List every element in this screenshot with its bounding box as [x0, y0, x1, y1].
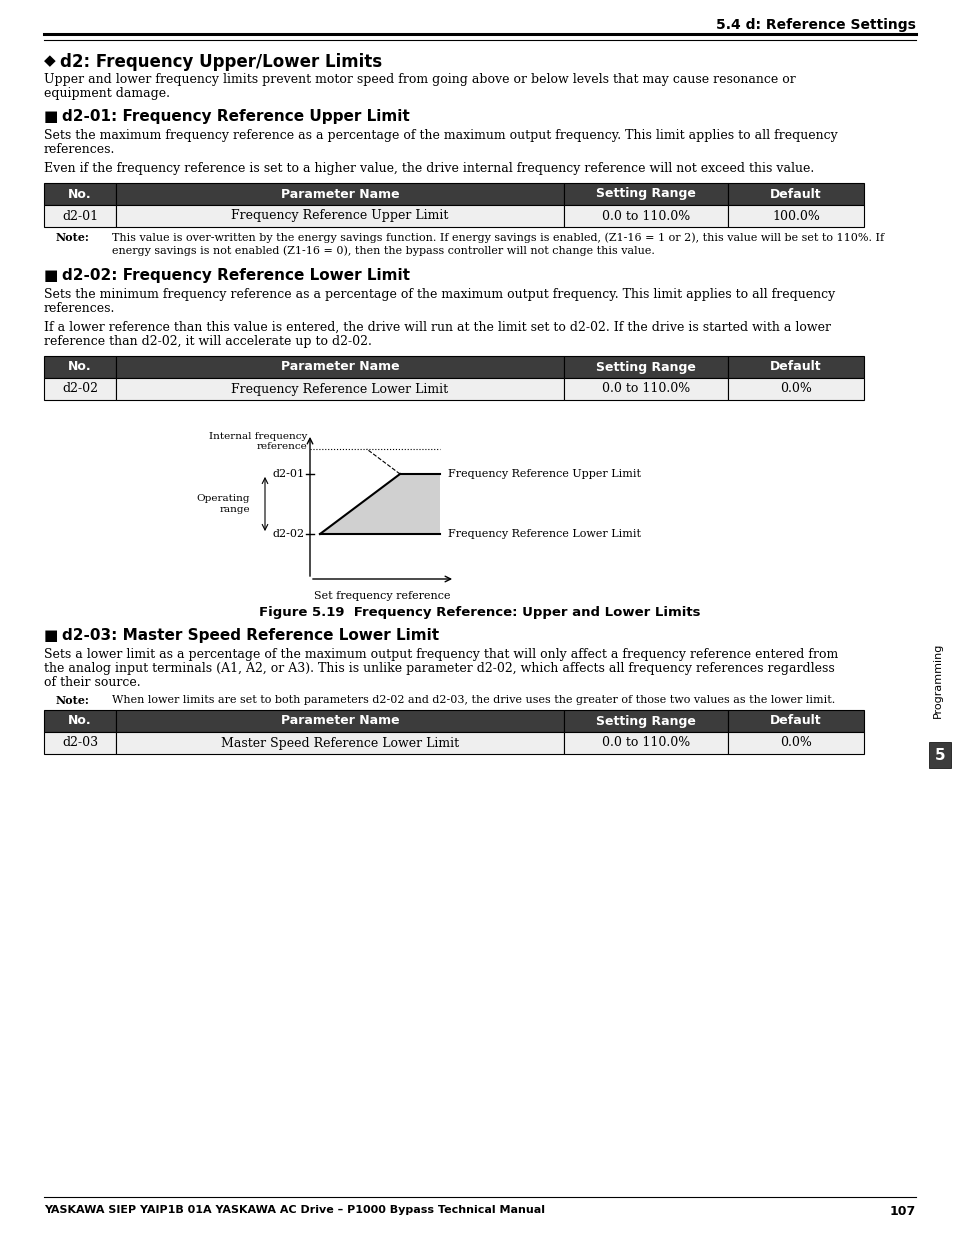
- Bar: [44, 732, 116, 755]
- Text: Master Speed Reference Lower Limit: Master Speed Reference Lower Limit: [221, 736, 458, 750]
- Text: d2-01: Frequency Reference Upper Limit: d2-01: Frequency Reference Upper Limit: [62, 109, 410, 124]
- Text: d2-01: d2-01: [273, 469, 305, 479]
- Text: d2-01: d2-01: [62, 210, 98, 222]
- Bar: [44, 205, 116, 227]
- Text: reference than d2-02, it will accelerate up to d2-02.: reference than d2-02, it will accelerate…: [44, 335, 372, 348]
- Text: 5: 5: [934, 747, 944, 762]
- Text: Figure 5.19  Frequency Reference: Upper and Lower Limits: Figure 5.19 Frequency Reference: Upper a…: [259, 606, 700, 619]
- Bar: [44, 710, 116, 732]
- Text: ◆: ◆: [44, 53, 55, 68]
- Text: Parameter Name: Parameter Name: [280, 361, 399, 373]
- Bar: [116, 732, 563, 755]
- Text: d2-03: d2-03: [62, 736, 98, 750]
- Text: Setting Range: Setting Range: [596, 361, 695, 373]
- Text: Internal frequency
reference: Internal frequency reference: [209, 432, 307, 452]
- Bar: [116, 205, 563, 227]
- Bar: [44, 356, 116, 378]
- Bar: [44, 378, 116, 400]
- Text: Frequency Reference Lower Limit: Frequency Reference Lower Limit: [448, 529, 640, 538]
- Text: ■: ■: [44, 629, 58, 643]
- Bar: [727, 356, 863, 378]
- Text: 0.0 to 110.0%: 0.0 to 110.0%: [601, 383, 689, 395]
- Text: Frequency Reference Upper Limit: Frequency Reference Upper Limit: [448, 469, 640, 479]
- Text: When lower limits are set to both parameters d2-02 and d2-03, the drive uses the: When lower limits are set to both parame…: [112, 695, 835, 705]
- Text: No.: No.: [68, 715, 91, 727]
- Text: Setting Range: Setting Range: [596, 188, 695, 200]
- Bar: [563, 356, 727, 378]
- Text: 100.0%: 100.0%: [771, 210, 819, 222]
- Bar: [116, 710, 563, 732]
- Polygon shape: [319, 474, 439, 534]
- Bar: [563, 732, 727, 755]
- Bar: [44, 183, 116, 205]
- Bar: [563, 378, 727, 400]
- Text: the analog input terminals (A1, A2, or A3). This is unlike parameter d2-02, whic: the analog input terminals (A1, A2, or A…: [44, 662, 834, 676]
- Bar: [727, 205, 863, 227]
- Text: references.: references.: [44, 143, 115, 156]
- Text: references.: references.: [44, 303, 115, 315]
- Text: Sets the maximum frequency reference as a percentage of the maximum output frequ: Sets the maximum frequency reference as …: [44, 128, 837, 142]
- Text: No.: No.: [68, 361, 91, 373]
- Text: Note:: Note:: [56, 695, 90, 706]
- Bar: [928, 742, 950, 768]
- Text: 0.0 to 110.0%: 0.0 to 110.0%: [601, 210, 689, 222]
- Text: Default: Default: [769, 188, 821, 200]
- Text: 0.0%: 0.0%: [780, 736, 811, 750]
- Text: Default: Default: [769, 361, 821, 373]
- Bar: [727, 710, 863, 732]
- Text: No.: No.: [68, 188, 91, 200]
- Text: d2-02: d2-02: [273, 529, 305, 538]
- Text: Parameter Name: Parameter Name: [280, 715, 399, 727]
- Text: Parameter Name: Parameter Name: [280, 188, 399, 200]
- Text: Programming: Programming: [932, 642, 942, 718]
- Bar: [563, 710, 727, 732]
- Text: energy savings is not enabled (Z1-16 = 0), then the bypass controller will not c: energy savings is not enabled (Z1-16 = 0…: [112, 245, 654, 256]
- Bar: [727, 183, 863, 205]
- Text: Set frequency reference: Set frequency reference: [314, 592, 450, 601]
- Bar: [116, 183, 563, 205]
- Text: 107: 107: [889, 1205, 915, 1218]
- Bar: [727, 378, 863, 400]
- Text: Operating
range: Operating range: [196, 494, 250, 514]
- Text: equipment damage.: equipment damage.: [44, 86, 170, 100]
- Text: d2-02: d2-02: [62, 383, 98, 395]
- Text: If a lower reference than this value is entered, the drive will run at the limit: If a lower reference than this value is …: [44, 321, 830, 333]
- Bar: [116, 356, 563, 378]
- Text: This value is over-written by the energy savings function. If energy savings is : This value is over-written by the energy…: [112, 232, 883, 242]
- Text: Default: Default: [769, 715, 821, 727]
- Text: Frequency Reference Upper Limit: Frequency Reference Upper Limit: [231, 210, 448, 222]
- Text: Sets a lower limit as a percentage of the maximum output frequency that will onl: Sets a lower limit as a percentage of th…: [44, 648, 838, 661]
- Text: d2-02: Frequency Reference Lower Limit: d2-02: Frequency Reference Lower Limit: [62, 268, 410, 283]
- Text: 0.0 to 110.0%: 0.0 to 110.0%: [601, 736, 689, 750]
- Text: d2-03: Master Speed Reference Lower Limit: d2-03: Master Speed Reference Lower Limi…: [62, 629, 438, 643]
- Text: Even if the frequency reference is set to a higher value, the drive internal fre: Even if the frequency reference is set t…: [44, 162, 814, 175]
- Text: Setting Range: Setting Range: [596, 715, 695, 727]
- Text: d2: Frequency Upper/Lower Limits: d2: Frequency Upper/Lower Limits: [60, 53, 382, 70]
- Text: 5.4 d: Reference Settings: 5.4 d: Reference Settings: [716, 19, 915, 32]
- Text: Frequency Reference Lower Limit: Frequency Reference Lower Limit: [232, 383, 448, 395]
- Text: ■: ■: [44, 109, 58, 124]
- Bar: [727, 732, 863, 755]
- Bar: [116, 378, 563, 400]
- Text: Sets the minimum frequency reference as a percentage of the maximum output frequ: Sets the minimum frequency reference as …: [44, 288, 835, 301]
- Text: of their source.: of their source.: [44, 676, 140, 689]
- Text: YASKAWA SIEP YAIP1B 01A YASKAWA AC Drive – P1000 Bypass Technical Manual: YASKAWA SIEP YAIP1B 01A YASKAWA AC Drive…: [44, 1205, 544, 1215]
- Bar: [563, 183, 727, 205]
- Text: ■: ■: [44, 268, 58, 283]
- Bar: [563, 205, 727, 227]
- Text: Upper and lower frequency limits prevent motor speed from going above or below l: Upper and lower frequency limits prevent…: [44, 73, 795, 86]
- Text: Note:: Note:: [56, 232, 90, 243]
- Text: 0.0%: 0.0%: [780, 383, 811, 395]
